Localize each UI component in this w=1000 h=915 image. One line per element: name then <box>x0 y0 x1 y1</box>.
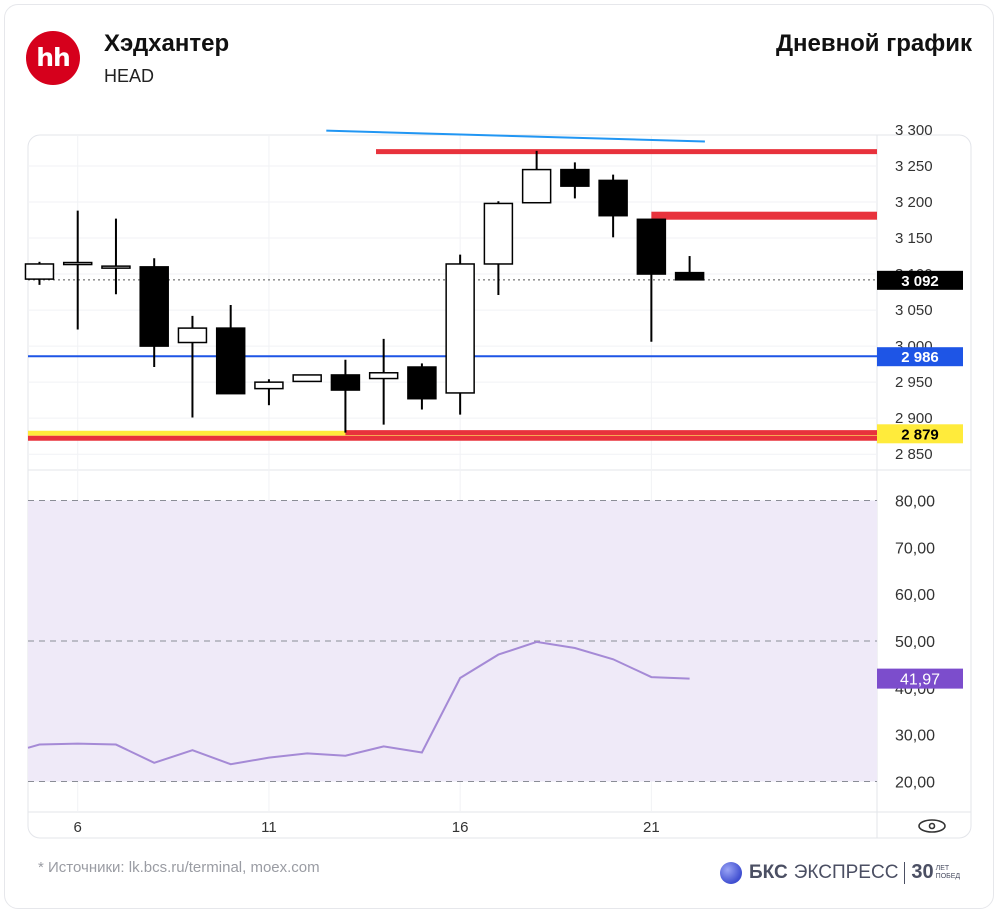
support-yellow-badge: 2 879 <box>901 426 939 443</box>
x-tick-label: 16 <box>452 819 469 836</box>
company-name: Хэдхантер <box>104 30 230 57</box>
candle-body <box>292 374 322 383</box>
candle-body <box>521 168 552 204</box>
last-price-badge-bg <box>877 270 963 290</box>
price-tick-label: 3 300 <box>895 122 933 139</box>
brand-small: ЛЕТ ПОБЕД <box>936 865 960 881</box>
rsi-tick-label: 30,00 <box>895 728 935 745</box>
brand-separator <box>904 861 906 884</box>
eye-icon <box>918 819 946 833</box>
candle-body <box>139 266 169 347</box>
candle-body <box>445 263 475 394</box>
support-blue-badge: 2 986 <box>901 349 939 366</box>
brand-small-1: ЛЕТ <box>935 864 950 872</box>
candle-body <box>24 263 55 280</box>
candle-body <box>598 179 628 217</box>
eye-icon-pupil <box>928 822 936 830</box>
rsi-line <box>27 640 690 766</box>
candle-body <box>368 372 399 380</box>
candle-body <box>62 261 93 266</box>
candle-body <box>101 265 131 269</box>
x-tick-label: 6 <box>74 819 82 836</box>
rsi-tick-label: 60,00 <box>895 587 935 604</box>
candle-body <box>483 202 514 265</box>
rsi-band <box>28 500 877 782</box>
candle-body <box>407 366 437 400</box>
company-logo: hh <box>26 31 80 85</box>
candle-body <box>560 168 590 187</box>
candle-body <box>254 381 284 390</box>
x-tick-label: 21 <box>643 819 660 836</box>
price-tick-label: 3 050 <box>895 302 933 319</box>
rsi-tick-label: 20,00 <box>895 775 935 792</box>
candle-body <box>636 218 667 275</box>
candle-body <box>330 374 361 391</box>
timeframe-title: Дневной график <box>775 30 972 57</box>
trend-line <box>326 129 705 143</box>
brand-years: 30 <box>911 861 934 883</box>
rsi-tick-label: 50,00 <box>895 634 935 651</box>
level-resistance-middle <box>651 211 877 220</box>
rsi-tick-label: 70,00 <box>895 540 935 557</box>
price-tick-label: 2 900 <box>895 410 933 427</box>
candle-body <box>674 271 705 281</box>
brand-logo: БКС ЭКСПРЕСС 30 ЛЕТ ПОБЕД <box>720 861 960 884</box>
last-price-badge: 3 092 <box>901 273 939 290</box>
rsi-tick-label: 80,00 <box>895 493 935 510</box>
price-tick-label: 2 950 <box>895 374 933 391</box>
ticker-symbol: HEAD <box>104 66 155 86</box>
price-tick-label: 3 200 <box>895 194 933 211</box>
candle-body <box>215 327 246 395</box>
price-tick-label: 2 850 <box>895 446 933 463</box>
source-note: * Источники: lk.bcs.ru/terminal, moex.co… <box>38 859 320 876</box>
price-tick-label: 3 150 <box>895 230 933 247</box>
support-yellow-badge-bg <box>877 424 963 444</box>
support-blue-badge-bg <box>877 347 963 367</box>
rsi-badge-bg <box>877 668 963 689</box>
brand-sub: ЭКСПРЕСС <box>793 861 899 883</box>
brand-small-2: ПОБЕД <box>935 872 961 880</box>
brand-orb-icon <box>720 861 742 884</box>
price-tick-label: 3 250 <box>895 158 933 175</box>
x-tick-label: 11 <box>261 819 277 836</box>
rsi-badge-label: 41,97 <box>900 672 940 689</box>
logo-text: hh <box>36 42 71 72</box>
candle-body <box>177 327 208 344</box>
brand-main: БКС <box>749 861 788 883</box>
